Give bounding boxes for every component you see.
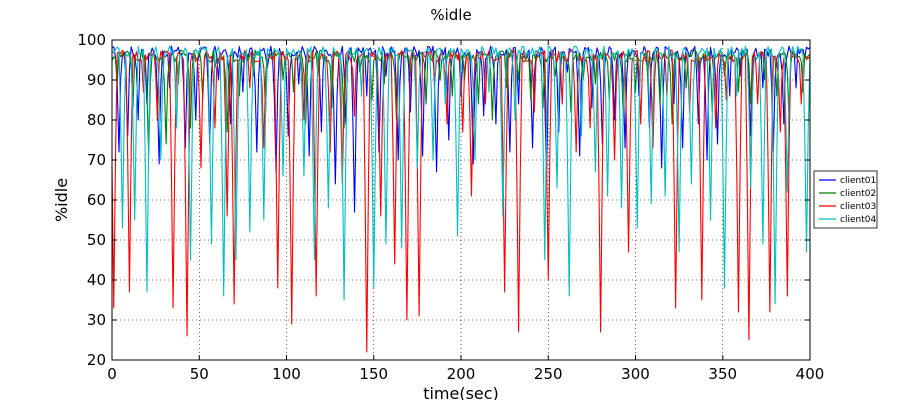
y-axis-label: %idle: [52, 178, 71, 222]
y-tick-label: 90: [87, 71, 106, 89]
y-tick-label: 60: [87, 191, 106, 209]
x-tick-label: 150: [359, 365, 388, 383]
x-tick-label: 300: [621, 365, 650, 383]
y-tick-label: 50: [87, 231, 106, 249]
legend-label-client02: client02: [840, 189, 876, 199]
x-tick-label: 200: [447, 365, 476, 383]
y-tick-label: 70: [87, 151, 106, 169]
y-tick-label: 30: [87, 311, 106, 329]
x-tick-label: 0: [107, 365, 117, 383]
x-axis-label: time(sec): [423, 384, 499, 400]
y-tick-label: 40: [87, 271, 106, 289]
legend-label-client01: client01: [840, 176, 876, 186]
x-tick-label: 400: [796, 365, 825, 383]
y-tick-label: 100: [77, 31, 106, 49]
x-tick-label: 100: [272, 365, 301, 383]
x-tick-label: 250: [534, 365, 563, 383]
series-line-client01: [111, 45, 811, 213]
chart-title: %idle: [430, 6, 471, 24]
y-tick-label: 80: [87, 111, 106, 129]
series-line-client04: [111, 45, 811, 305]
series-line-client03: [111, 49, 811, 353]
series-lines: [111, 45, 811, 353]
legend: client01 client02 client03 client04: [813, 170, 878, 229]
axis-ticks: 0 50 100 150 200 250 300 350 400 20 30 40 50 60 70 80 90…: [77, 31, 824, 383]
legend-label-client03: client03: [840, 202, 876, 212]
legend-label-client04: client04: [840, 215, 876, 225]
x-tick-label: 350: [708, 365, 737, 383]
x-tick-label: 50: [190, 365, 209, 383]
y-tick-label: 20: [87, 351, 106, 369]
